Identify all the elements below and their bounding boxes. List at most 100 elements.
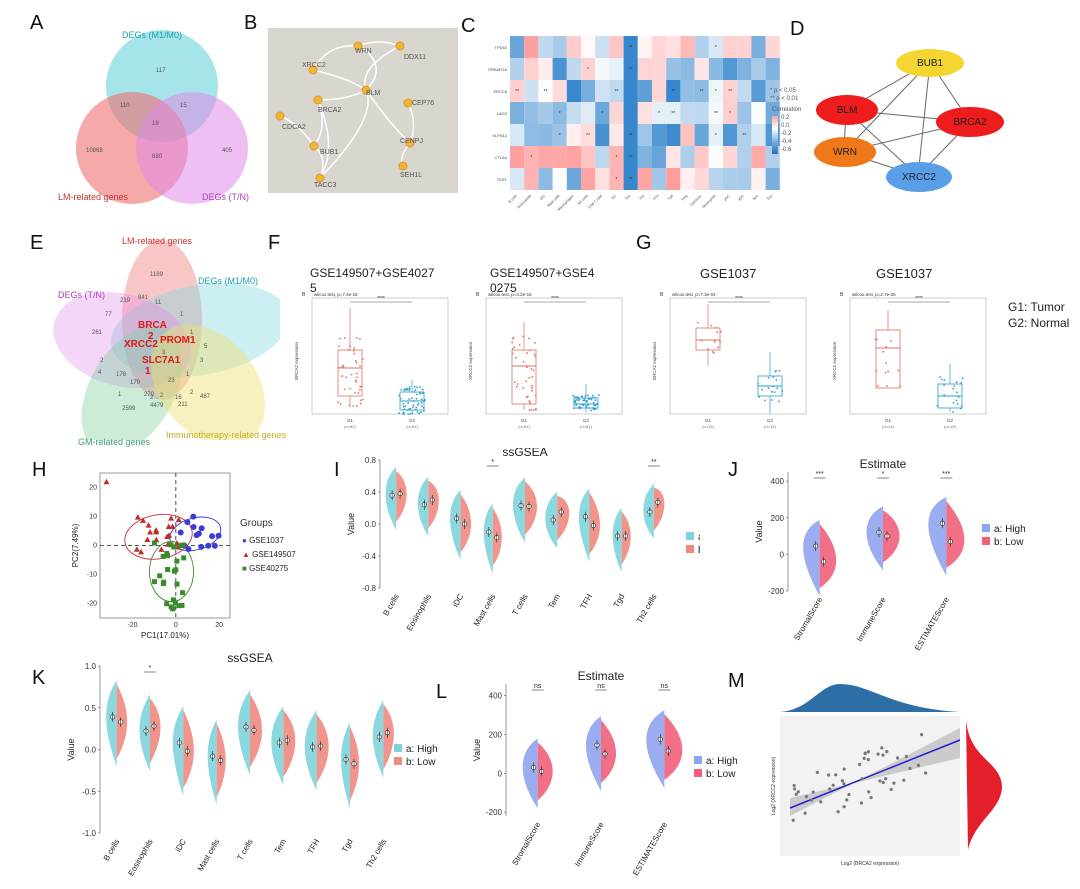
pca-point-gse40275 xyxy=(180,542,186,548)
violin-xlabel: ESTIMATEScore xyxy=(913,595,951,652)
boxplot-point xyxy=(706,348,709,350)
pca-point-gse40275 xyxy=(174,581,180,587)
boxplot-point xyxy=(419,386,422,388)
boxplot-point xyxy=(952,411,954,413)
boxplot-point xyxy=(767,376,770,379)
boxplot-point xyxy=(361,385,363,388)
heatmap-cell xyxy=(609,124,624,146)
boxplot-point xyxy=(415,406,418,409)
panel-k-letter: K xyxy=(32,667,46,689)
boxplot-point xyxy=(511,341,514,344)
violin-xlabel: Tem xyxy=(547,592,563,610)
violin-ytick: -200 xyxy=(486,808,503,817)
violin-legend-low: b: Low xyxy=(406,757,436,768)
pca-point-gse149507 xyxy=(168,515,175,521)
heatmap-cell xyxy=(524,124,539,146)
boxplot-f2-title: GSE149507+GSE4 0275 xyxy=(490,266,594,296)
boxplot-point xyxy=(530,368,533,370)
violin-low xyxy=(150,698,161,763)
scatter-m-point xyxy=(904,754,908,759)
pca-legend-item: ▲ GSE149507 xyxy=(242,550,296,559)
boxplot-point xyxy=(583,397,586,400)
pca-legend-item: ● GSE1037 xyxy=(242,536,284,545)
boxplot-point xyxy=(530,385,533,387)
heatmap-cell xyxy=(552,124,567,146)
boxplot-point xyxy=(584,403,586,405)
scatter-m-point xyxy=(858,762,862,766)
heatmap-sig: ** xyxy=(615,89,619,95)
venn-e-count: 270 xyxy=(144,392,155,398)
boxplot-point xyxy=(355,361,358,364)
heatmap-cell xyxy=(765,58,780,80)
heatmap-cell xyxy=(524,36,539,58)
pca-point-gse40275 xyxy=(177,543,183,549)
scatter-m-point xyxy=(892,781,896,785)
violin-ylabel: Value xyxy=(472,739,482,761)
venn-a-left-label: LM-related genes xyxy=(58,192,129,202)
scatter-m-point xyxy=(842,782,846,786)
boxplot-xn: (n=52) xyxy=(344,424,356,429)
heatmap-col-label: Tcm xyxy=(766,194,773,201)
boxplot-point xyxy=(359,385,362,388)
boxplot-point xyxy=(355,405,358,407)
boxplot-point xyxy=(342,364,345,367)
boxplot-point xyxy=(884,371,887,374)
boxplot-xlabel: G1 xyxy=(705,418,712,423)
boxplot-point xyxy=(422,406,425,409)
boxplot-point xyxy=(359,402,362,405)
heatmap-cell xyxy=(694,80,709,102)
heatmap-cell xyxy=(538,146,553,168)
boxplot-point xyxy=(532,409,535,411)
venn-a-top-label: DEGs (M1/M0) xyxy=(122,30,183,40)
heatmap-cell xyxy=(524,58,539,80)
boxplot-point xyxy=(414,408,417,411)
scatter-m-ci xyxy=(790,728,960,816)
boxplot-point xyxy=(573,396,576,398)
violin-legend-high: a: High xyxy=(406,744,438,755)
violin-title: Estimate xyxy=(578,669,625,683)
heatmap-cell xyxy=(595,80,610,102)
boxplot-xn: (n=19) xyxy=(764,424,776,429)
violin-xlabel: ImmuneScore xyxy=(855,595,888,643)
heatmap-legend-tick: 0.0 xyxy=(781,123,790,129)
heatmap-cell xyxy=(538,58,553,80)
venn-e-count: 1189 xyxy=(150,272,163,278)
heatmap-col-label: DC xyxy=(611,194,618,201)
network-d-node-bub1: BUB1 xyxy=(896,49,964,77)
boxplot-point xyxy=(588,407,591,409)
scatter-m-point xyxy=(880,746,884,750)
violin-low xyxy=(653,487,665,531)
scatter-m-ylabel: Log2 (XRCC2 expression) xyxy=(771,756,777,815)
network-b-gene: WRN xyxy=(355,48,372,55)
venn-e-gene: PROM1 xyxy=(160,335,196,346)
violin-low xyxy=(428,480,439,529)
heatmap-sig: ** xyxy=(515,89,519,95)
boxplot-xn: (n=61) xyxy=(406,424,418,429)
panel-m-letter: M xyxy=(728,670,745,692)
panel-d-letter: D xyxy=(790,18,805,40)
venn-e-count: 2 xyxy=(100,358,104,364)
pca-ytick: -10 xyxy=(87,572,97,579)
violin-low xyxy=(383,704,394,770)
heatmap-cell xyxy=(609,58,624,80)
violin-high xyxy=(385,467,397,530)
boxplot-point xyxy=(574,401,577,404)
boxplot-point xyxy=(402,413,404,415)
boxplot-xn: (n=19) xyxy=(944,424,956,429)
violin-sig: * xyxy=(491,459,494,466)
boxplot-point xyxy=(959,407,962,410)
heatmap-col-label: Treg xyxy=(680,194,688,202)
boxplot-point xyxy=(352,405,355,407)
boxplot-point xyxy=(518,343,521,346)
pca-h: -20 0 20 20 10 0 -10 -20 PC1(17.01%) PC2(7.49%) xyxy=(71,472,231,640)
pca-point-gse1037 xyxy=(190,524,197,531)
heatmap-cell xyxy=(623,168,638,190)
scatter-m-point xyxy=(885,750,889,754)
violin-j: Estimate 400 200 0 -200 Value *** StromalScore *… xyxy=(754,457,1026,652)
boxplot-point xyxy=(529,401,531,404)
boxplot-point xyxy=(417,402,420,405)
venn-a-right xyxy=(136,92,248,204)
heatmap-cell xyxy=(765,168,780,190)
violin-sig: *** xyxy=(942,471,950,478)
boxplot-point xyxy=(411,412,414,415)
